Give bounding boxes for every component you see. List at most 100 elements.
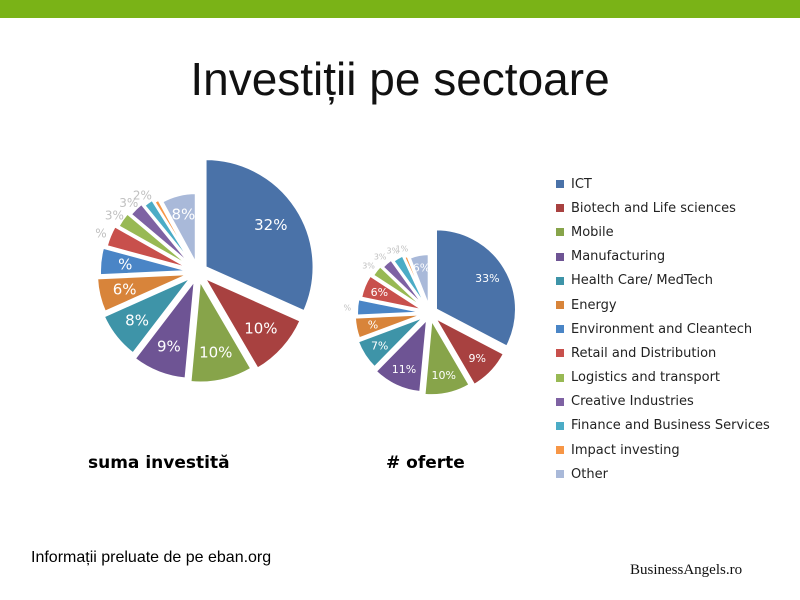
pie-slice (143, 198, 194, 266)
legend-swatch (556, 397, 564, 406)
legend-swatch (556, 180, 564, 189)
pie-slice (189, 277, 253, 384)
legend-swatch (556, 446, 564, 455)
pie-slice (102, 276, 192, 355)
pie-data-label: 3% (362, 261, 375, 270)
pie-data-label: 6% (413, 262, 430, 275)
legend-label: Creative Industries (571, 394, 694, 410)
pie-data-label: 32% (254, 216, 287, 234)
pie-data-label: 9% (468, 352, 485, 365)
top-accent-bar (0, 0, 800, 18)
pie-slice (360, 274, 425, 312)
legend-label: Health Care/ MedTech (571, 273, 714, 289)
legend-item: Impact investing (556, 438, 770, 462)
pie-slice (160, 192, 197, 264)
legend-swatch (556, 301, 564, 310)
legend-swatch (556, 349, 564, 358)
pie-slice (96, 273, 190, 313)
legend-label: Logistics and transport (571, 370, 721, 386)
pie-slice (353, 313, 424, 340)
slide-title: Investiții pe sectoare (190, 53, 610, 105)
pie-slice (381, 258, 427, 309)
pie-data-label: 7% (371, 339, 388, 352)
legend-swatch (556, 325, 564, 334)
legend-label: Environment and Cleantech (571, 321, 753, 337)
legend-item: Environment and Cleantech (556, 317, 770, 341)
pie-data-label: 1% (396, 244, 409, 253)
chart-label-offers: # oferte (386, 453, 465, 473)
legend-item: Mobile (556, 220, 770, 244)
pie-slice (153, 198, 195, 265)
pie-slice (434, 228, 517, 348)
pie-data-label: 10% (431, 369, 455, 382)
legend-label: Mobile (571, 224, 614, 240)
legend-item: Other (556, 462, 770, 486)
pie-data-label: 3% (105, 208, 124, 222)
business-angels-logo: BusinessAngels.ro (630, 562, 743, 578)
pie-data-label: % (95, 226, 106, 240)
pie-slice (356, 298, 424, 317)
pie-slice (423, 316, 471, 397)
pie-slice (403, 254, 429, 307)
pie-data-label: 3% (387, 246, 400, 255)
pie-data-label: % (343, 303, 351, 312)
pie-data-label: 10% (244, 320, 277, 338)
pie-data-label: % (368, 319, 378, 332)
pie-data-label: 10% (199, 344, 232, 362)
pie-data-label: 33% (475, 272, 499, 285)
chart-legend: ICT Biotech and Life sciences Mobile Manufa… (556, 172, 770, 486)
legend-swatch (556, 470, 564, 479)
legend-label: Retail and Distribution (571, 345, 717, 361)
pie-data-label: 3% (374, 253, 387, 262)
pie-slice (133, 277, 197, 380)
pie-data-label: 9% (157, 338, 181, 356)
pie-data-label: 3% (119, 196, 138, 210)
pie-slice (202, 275, 302, 370)
legend-swatch (556, 421, 564, 430)
legend-swatch (556, 252, 564, 261)
legend-label: Manufacturing (571, 249, 666, 265)
legend-label: Impact investing (571, 442, 680, 458)
legend-label: Energy (571, 297, 617, 313)
legend-swatch (556, 204, 564, 213)
legend-item: Health Care/ MedTech (556, 269, 770, 293)
pie-slice (105, 225, 191, 270)
pie-slice (371, 264, 426, 310)
source-note: Informații preluate de pe eban.org (31, 549, 272, 566)
pie-slice (204, 158, 315, 313)
pie-data-label: 6% (113, 281, 137, 299)
legend-label: ICT (571, 176, 592, 192)
legend-swatch (556, 276, 564, 285)
pie-data-label: 8% (171, 206, 195, 224)
pie-data-label: 6% (371, 286, 388, 299)
pie-slice (99, 246, 190, 277)
legend-item: Biotech and Life sciences (556, 196, 770, 220)
pie-slice (117, 212, 192, 268)
pie-data-label: 2% (133, 189, 152, 203)
legend-item: Energy (556, 293, 770, 317)
pie-chart-offers: 33%9%10%11%7%%%6%3%3%3%1%6% (343, 228, 517, 397)
legend-swatch (556, 228, 564, 237)
legend-item: Retail and Distribution (556, 341, 770, 365)
pie-data-label: 8% (125, 311, 149, 329)
pie-slice (392, 254, 428, 308)
legend-label: Finance and Business Services (571, 418, 770, 434)
pie-data-label: % (118, 255, 132, 273)
legend-label: Other (571, 466, 608, 482)
legend-item: ICT (556, 172, 770, 196)
legend-item: Finance and Business Services (556, 414, 770, 438)
pie-slice (432, 315, 506, 387)
pie-slice (408, 253, 430, 307)
legend-item: Logistics and transport (556, 366, 770, 390)
legend-swatch (556, 373, 564, 382)
pie-slice (374, 316, 429, 394)
chart-label-investment: suma investită (88, 453, 230, 473)
legend-label: Biotech and Life sciences (571, 200, 736, 216)
legend-item: Creative Industries (556, 390, 770, 414)
pie-slice (356, 315, 425, 369)
pie-slice (129, 202, 193, 267)
pie-data-label: 11% (392, 363, 416, 376)
pie-chart-investment: 32%10%10%9%8%6%%%3%3%2%8% (95, 158, 315, 384)
legend-item: Manufacturing (556, 245, 770, 269)
